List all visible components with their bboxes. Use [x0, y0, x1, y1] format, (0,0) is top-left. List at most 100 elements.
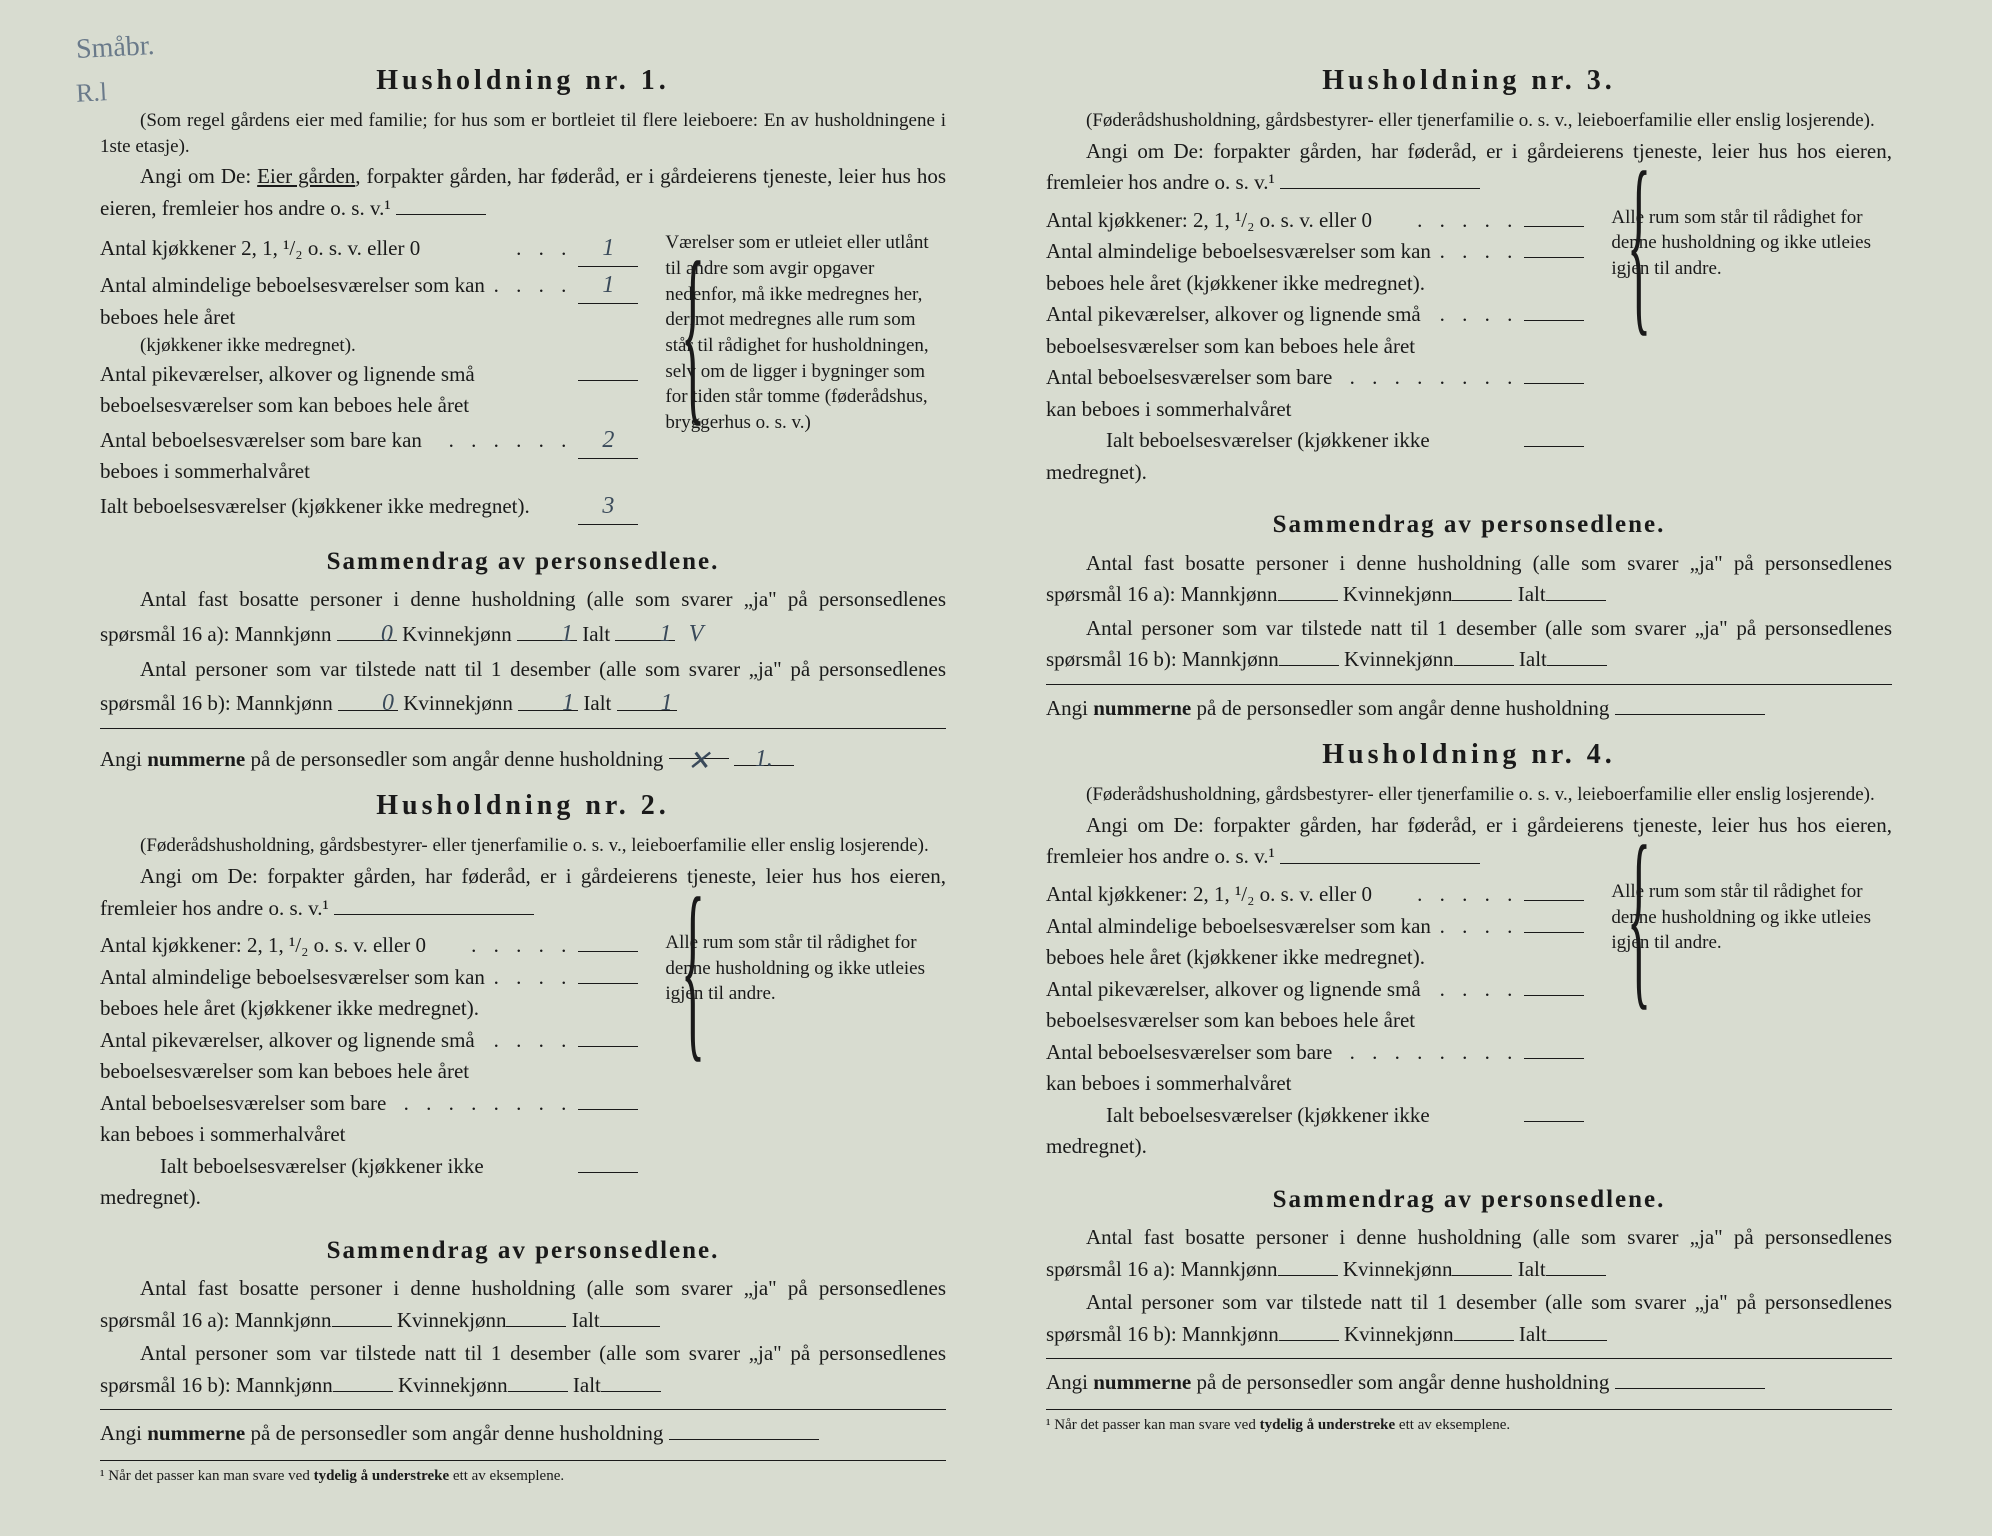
- sommer-label: Antal beboelsesværelser som bare kan beb…: [100, 425, 443, 488]
- almindelige-value-3[interactable]: [1524, 257, 1584, 258]
- handwritten-note-1: Småbr.: [75, 30, 155, 66]
- sidebar-note-3: { Alle rum som står til rådighet for den…: [1604, 205, 1892, 282]
- household-1-room-section: Antal kjøkkener 2, 1, ¹/₂ o. s. v. eller…: [100, 230, 946, 525]
- summary-3-title: Sammendrag av personsedlene.: [1046, 506, 1892, 544]
- ialt-value-3[interactable]: [1524, 446, 1584, 447]
- angi-underlined: Eier gården: [257, 164, 355, 188]
- brace-icon: {: [681, 230, 705, 435]
- summary-4-16a: Antal fast bosatte personer i denne hush…: [1046, 1222, 1892, 1285]
- row-pike-2: Antal pikeværelser, alkover og lignende …: [100, 1025, 638, 1088]
- ialt-label: Ialt beboelsesværelser (kjøkkener ikke m…: [100, 491, 578, 523]
- household-2-angi: Angi om De: forpakter gården, har føderå…: [100, 861, 946, 924]
- sommer-value[interactable]: 2: [578, 422, 638, 459]
- pike-value[interactable]: [578, 380, 638, 381]
- kjokkener-value-4[interactable]: [1524, 900, 1584, 901]
- divider: [1046, 684, 1892, 685]
- summary-1-16b: Antal personer som var tilstede natt til…: [100, 654, 946, 720]
- dots: . . .: [510, 233, 578, 265]
- kjokkener-value-3[interactable]: [1524, 226, 1584, 227]
- right-page: Husholdning nr. 3. (Føderådshusholdning,…: [996, 30, 1952, 1506]
- brace-icon: {: [681, 930, 705, 1007]
- kjokkener-value-2[interactable]: [578, 951, 638, 952]
- ialt-value-2[interactable]: [578, 1172, 638, 1173]
- summary-4-title: Sammendrag av personsedlene.: [1046, 1181, 1892, 1219]
- almindelige-value-2[interactable]: [578, 983, 638, 984]
- almindelige-value[interactable]: 1: [578, 267, 638, 304]
- room-fields-2: Antal kjøkkener: 2, 1, ¹/₂ o. s. v. elle…: [100, 930, 638, 1214]
- s16a-k[interactable]: 1: [517, 616, 577, 641]
- s16b-m[interactable]: 0: [338, 685, 398, 710]
- room-fields-3: Antal kjøkkener: 2, 1, ¹/₂ o. s. v. elle…: [1046, 205, 1584, 489]
- ialt-value[interactable]: 3: [578, 488, 638, 525]
- kvinne-label: Kvinnekjønn: [402, 622, 512, 646]
- household-3-room-section: Antal kjøkkener: 2, 1, ¹/₂ o. s. v. elle…: [1046, 205, 1892, 489]
- ialt-value-4[interactable]: [1524, 1121, 1584, 1122]
- v-mark: V: [689, 621, 704, 647]
- kjokkener-value[interactable]: 1: [578, 230, 638, 267]
- row-sommer-2: Antal beboelsesværelser som bare kan beb…: [100, 1088, 638, 1151]
- summary-2-16a: Antal fast bosatte personer i denne hush…: [100, 1273, 946, 1336]
- household-4-angi: Angi om De: forpakter gården, har føderå…: [1046, 810, 1892, 873]
- room-fields-4: Antal kjøkkener: 2, 1, ¹/₂ o. s. v. elle…: [1046, 879, 1584, 1163]
- row-almindelige-2: Antal almindelige beboelsesværelser som …: [100, 962, 638, 1025]
- angi-prefix: Angi om De:: [140, 164, 251, 188]
- household-2-title: Husholdning nr. 2.: [100, 785, 946, 827]
- household-4-title: Husholdning nr. 4.: [1046, 734, 1892, 776]
- numbers-label: Angi nummerne på de personsedler som ang…: [100, 747, 663, 771]
- room-fields: Antal kjøkkener 2, 1, ¹/₂ o. s. v. eller…: [100, 230, 638, 525]
- s16b-i[interactable]: 1: [617, 685, 677, 710]
- summary-4-numbers: Angi nummerne på de personsedler som ang…: [1046, 1367, 1892, 1399]
- s16a-m[interactable]: 0: [337, 616, 397, 641]
- household-4-subtitle: (Føderådshusholdning, gårdsbestyrer- ell…: [1046, 782, 1892, 808]
- household-2-subtitle: (Føderådshusholdning, gårdsbestyrer- ell…: [100, 833, 946, 859]
- almindelige-note: (kjøkkener ikke medregnet).: [100, 333, 638, 359]
- summary-3-16b: Antal personer som var tilstede natt til…: [1046, 613, 1892, 676]
- footnote-right: ¹ Når det passer kan man svare ved tydel…: [1046, 1409, 1892, 1437]
- numbers-value[interactable]: 1.: [734, 741, 794, 766]
- summary-1-numbers: Angi nummerne på de personsedler som ang…: [100, 737, 946, 776]
- row-kjokkener: Antal kjøkkener 2, 1, ¹/₂ o. s. v. eller…: [100, 230, 638, 267]
- s16a-i[interactable]: 1: [615, 616, 675, 641]
- household-1-angi: Angi om De: Eier gården, forpakter gårde…: [100, 161, 946, 224]
- household-3-title: Husholdning nr. 3.: [1046, 60, 1892, 102]
- sommer-value-4[interactable]: [1524, 1058, 1584, 1059]
- handwritten-note-2: R.l: [75, 77, 108, 109]
- household-3-angi: Angi om De: forpakter gården, har føderå…: [1046, 136, 1892, 199]
- household-1-subtitle: (Som regel gårdens eier med familie; for…: [100, 108, 946, 159]
- summary-2-title: Sammendrag av personsedlene.: [100, 1232, 946, 1270]
- pike-value-3[interactable]: [1524, 320, 1584, 321]
- almindelige-label: Antal almindelige beboelsesværelser som …: [100, 270, 488, 333]
- x-mark-icon: ✕: [687, 741, 710, 783]
- sidebar-note-4: { Alle rum som står til rådighet for den…: [1604, 879, 1892, 956]
- almindelige-value-4[interactable]: [1524, 932, 1584, 933]
- row-kjokkener-2: Antal kjøkkener: 2, 1, ¹/₂ o. s. v. elle…: [100, 930, 638, 962]
- household-4-room-section: Antal kjøkkener: 2, 1, ¹/₂ o. s. v. elle…: [1046, 879, 1892, 1163]
- sidebar-note-1: { Værelser som er utleiet eller utlånt t…: [658, 230, 946, 435]
- row-almindelige: Antal almindelige beboelsesværelser som …: [100, 267, 638, 359]
- summary-4-16b: Antal personer som var tilstede natt til…: [1046, 1287, 1892, 1350]
- summary-1-title: Sammendrag av personsedlene.: [100, 543, 946, 581]
- summary-2-16b: Antal personer som var tilstede natt til…: [100, 1338, 946, 1401]
- divider: [100, 1409, 946, 1410]
- divider: [100, 728, 946, 729]
- left-page: Husholdning nr. 1. (Som regel gårdens ei…: [40, 30, 996, 1506]
- row-ialt-2: Ialt beboelsesværelser (kjøkkener ikke m…: [100, 1151, 638, 1214]
- row-ialt: Ialt beboelsesværelser (kjøkkener ikke m…: [100, 488, 638, 525]
- summary-1-16a: Antal fast bosatte personer i denne hush…: [100, 584, 946, 652]
- summary-3-16a: Antal fast bosatte personer i denne hush…: [1046, 548, 1892, 611]
- pike-label: Antal pikeværelser, alkover og lignende …: [100, 359, 578, 422]
- brace-icon: {: [1627, 205, 1651, 282]
- row-pike: Antal pikeværelser, alkover og lignende …: [100, 359, 638, 422]
- sidebar-note-2: { Alle rum som står til rådighet for den…: [658, 930, 946, 1007]
- pike-value-2[interactable]: [578, 1046, 638, 1047]
- household-2-room-section: Antal kjøkkener: 2, 1, ¹/₂ o. s. v. elle…: [100, 930, 946, 1214]
- brace-icon: {: [1627, 879, 1651, 956]
- s16b-k[interactable]: 1: [518, 685, 578, 710]
- sommer-value-3[interactable]: [1524, 383, 1584, 384]
- divider: [1046, 1358, 1892, 1359]
- kjokkener-label: Antal kjøkkener 2, 1, ¹/₂ o. s. v. eller…: [100, 233, 510, 265]
- pike-value-4[interactable]: [1524, 995, 1584, 996]
- summary-2-numbers: Angi nummerne på de personsedler som ang…: [100, 1418, 946, 1450]
- summary-3-numbers: Angi nummerne på de personsedler som ang…: [1046, 693, 1892, 725]
- sommer-value-2[interactable]: [578, 1109, 638, 1110]
